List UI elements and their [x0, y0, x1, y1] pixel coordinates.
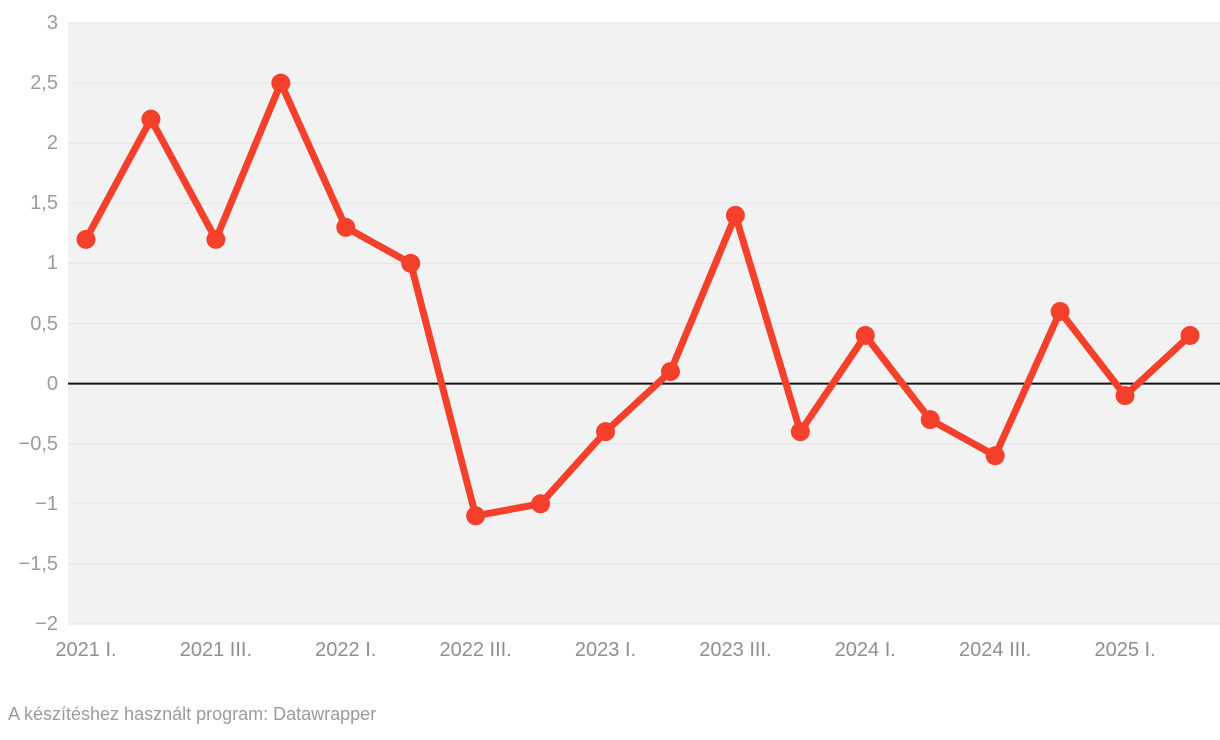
y-axis-tick-label: 1 — [46, 252, 58, 275]
y-axis-tick-label: −1,5 — [18, 552, 58, 575]
data-point — [1115, 386, 1135, 406]
data-point — [985, 446, 1005, 466]
data-point — [855, 326, 875, 346]
data-point — [725, 205, 745, 225]
x-axis-tick-label: 2022 III. — [439, 639, 512, 661]
x-axis-tick-label: 2021 I. — [55, 639, 117, 661]
data-point — [660, 362, 680, 382]
y-axis-tick-label: 2,5 — [30, 72, 58, 95]
x-axis-tick-label: 2023 I. — [574, 639, 637, 661]
data-point — [466, 506, 486, 526]
y-axis-tick-label: 1,5 — [30, 192, 58, 215]
y-axis-tick-label: −2 — [35, 613, 58, 635]
data-point — [1180, 326, 1200, 346]
y-axis-tick-label: 0 — [46, 372, 58, 395]
data-point — [596, 422, 616, 442]
data-point — [531, 494, 551, 514]
data-point — [920, 410, 940, 430]
data-point — [76, 229, 96, 249]
data-point — [790, 422, 810, 442]
y-axis-tick-label: −1 — [35, 492, 58, 515]
data-point — [141, 109, 161, 129]
x-axis-tick-label: 2025 I. — [1094, 639, 1156, 661]
y-axis-tick-label: 3 — [46, 12, 58, 34]
chart-footer-attribution: A készítéshez használt program: Datawrap… — [8, 704, 377, 724]
data-point — [336, 217, 356, 237]
y-axis-tick-label: −0,5 — [18, 432, 58, 455]
data-point — [1050, 301, 1070, 321]
x-axis-tick-label: 2021 III. — [179, 639, 253, 661]
data-point — [206, 229, 226, 249]
series-line — [82, 79, 1194, 520]
y-axis-tick-label: 0,5 — [30, 312, 58, 335]
x-axis-tick-label: 2024 III. — [959, 639, 1032, 661]
y-axis-tick-label: 2 — [46, 132, 58, 155]
x-axis-tick-label: 2024 I. — [834, 639, 896, 661]
data-point — [401, 253, 421, 273]
x-axis-tick-label: 2022 I. — [315, 639, 377, 661]
x-axis-tick-label: 2023 III. — [699, 639, 772, 661]
data-point — [271, 73, 291, 93]
